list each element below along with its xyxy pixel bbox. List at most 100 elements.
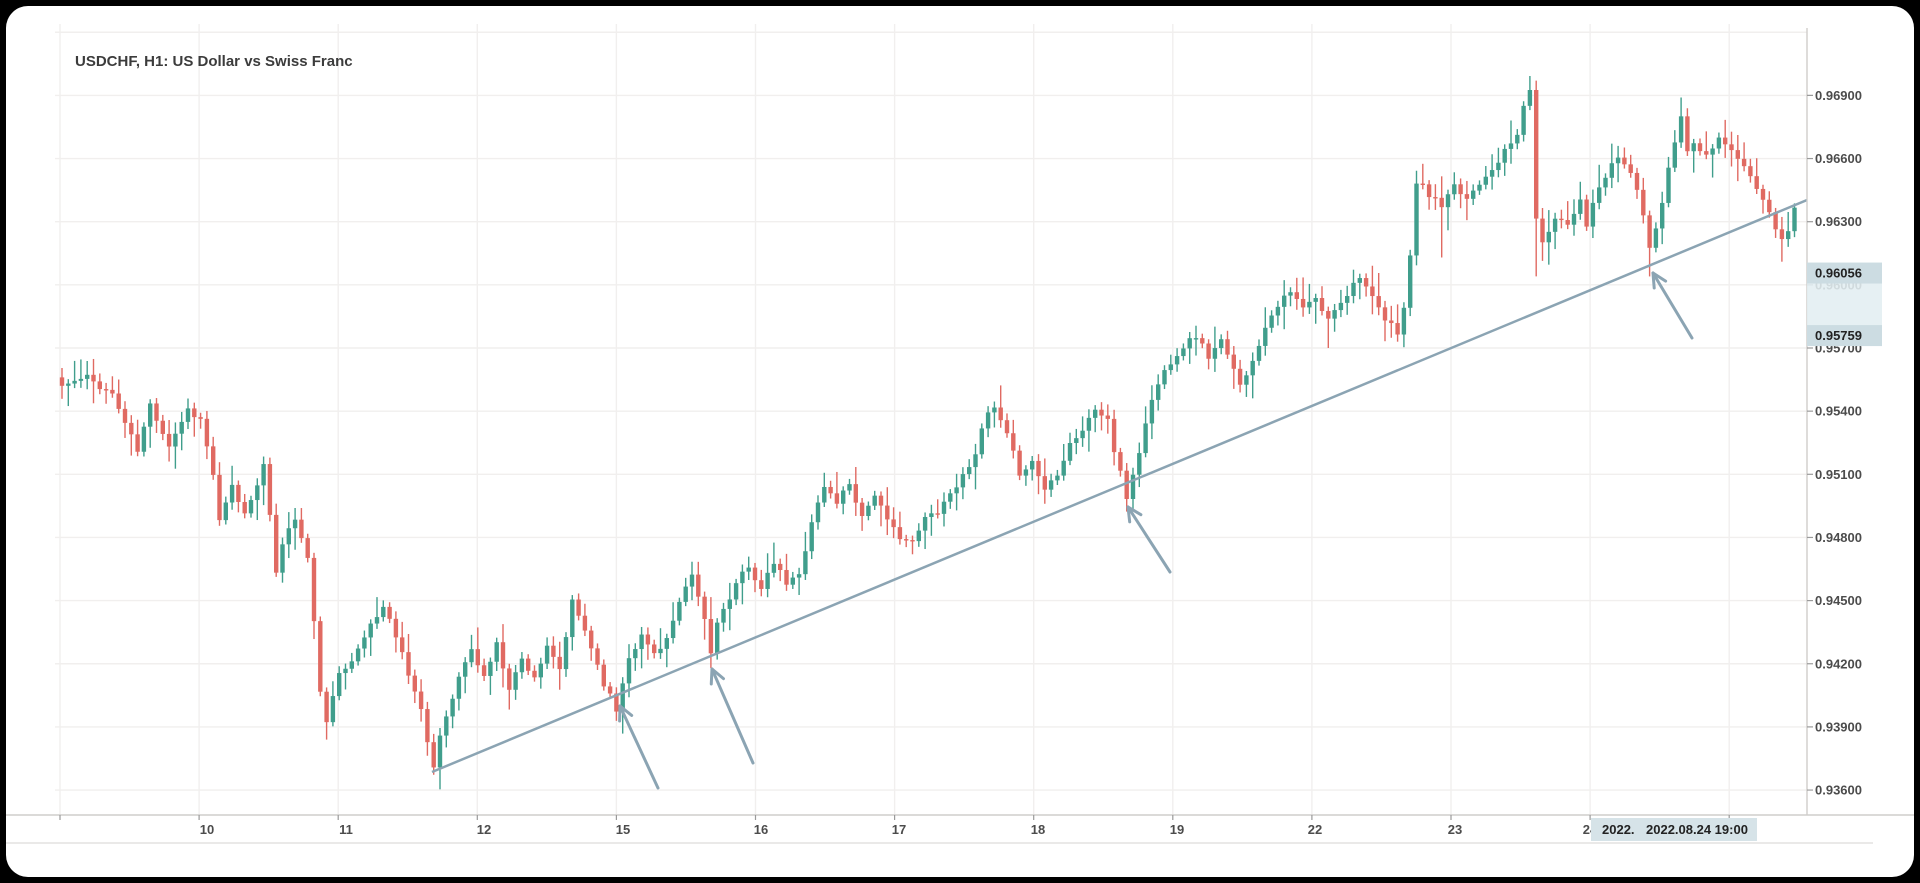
candle-body xyxy=(796,574,802,578)
candle-body xyxy=(1294,292,1299,299)
candle-body xyxy=(626,658,632,684)
candle-body xyxy=(878,495,884,506)
arrow-object[interactable] xyxy=(1651,271,1694,340)
candle-body xyxy=(1597,187,1602,203)
candle-body xyxy=(891,519,896,528)
candle-body xyxy=(1414,183,1419,256)
candle-body xyxy=(463,662,468,677)
candle-body xyxy=(1376,296,1381,308)
time-tick-label: 23 xyxy=(1448,822,1462,837)
candle-body xyxy=(1023,469,1029,476)
arrow-object[interactable] xyxy=(618,704,660,790)
price-highlight-label: 0.95759 xyxy=(1815,328,1862,343)
candle-body xyxy=(960,474,966,488)
candle-body xyxy=(1754,176,1759,189)
candle-body xyxy=(299,519,304,539)
candle-body xyxy=(633,649,638,659)
time-tick-label: 19 xyxy=(1170,822,1184,837)
candle-body xyxy=(160,420,165,434)
candle-body xyxy=(822,486,827,503)
candle-body xyxy=(1124,470,1129,499)
candle-body xyxy=(1433,197,1438,199)
candle-body xyxy=(929,513,934,517)
time-tick-label: 10 xyxy=(200,822,214,837)
candle-body xyxy=(1162,370,1167,385)
arrow-object[interactable] xyxy=(709,667,755,765)
candle-body xyxy=(1382,307,1388,321)
candle-body xyxy=(72,380,77,384)
candle-body xyxy=(828,486,833,494)
candle-body xyxy=(614,693,619,712)
candle-body xyxy=(1174,356,1180,365)
price-tick-label: 0.96300 xyxy=(1815,214,1862,229)
price-highlight-box xyxy=(1807,262,1882,284)
candle-body xyxy=(217,474,222,521)
candle-body xyxy=(841,490,846,504)
candle-body xyxy=(444,716,449,736)
drawing-objects-layer[interactable] xyxy=(431,198,1807,790)
candle-body xyxy=(1489,170,1495,177)
candle-body xyxy=(1093,409,1098,418)
candle-body xyxy=(771,563,777,573)
candle-body xyxy=(1061,460,1066,476)
candle-body xyxy=(129,422,134,435)
candle-body xyxy=(381,606,386,618)
candle-body xyxy=(248,500,254,514)
candle-body xyxy=(97,381,102,390)
arrow-object[interactable] xyxy=(1126,505,1172,574)
chart-title: USDCHF, H1: US Dollar vs Swiss Franc xyxy=(75,53,353,70)
candle-body xyxy=(815,502,821,523)
candle-body xyxy=(211,446,216,475)
candle-body xyxy=(727,599,732,609)
candle-body xyxy=(1313,298,1318,302)
candle-body xyxy=(1326,310,1331,319)
candle-body xyxy=(1345,296,1350,303)
price-tick-label: 0.93600 xyxy=(1815,783,1862,798)
candle-body xyxy=(255,485,260,501)
candle-body xyxy=(708,618,714,654)
candle-body xyxy=(425,709,430,743)
candle-body xyxy=(652,644,657,654)
candle-body xyxy=(1099,409,1104,416)
chart-canvas[interactable]: 0.969000.966000.963000.960000.957000.954… xyxy=(6,6,1914,877)
candle-body xyxy=(582,615,588,631)
candle-body xyxy=(979,428,984,455)
candle-body xyxy=(475,649,480,666)
candle-body xyxy=(192,408,197,418)
candle-body xyxy=(1067,443,1073,461)
candle-body xyxy=(601,664,606,687)
candle-body xyxy=(362,637,367,649)
candle-body xyxy=(589,630,594,649)
candle-body xyxy=(1584,199,1589,227)
candle-body xyxy=(1741,158,1747,167)
candle-body xyxy=(1263,327,1268,346)
candle-body xyxy=(916,530,921,542)
candle-body xyxy=(431,742,436,768)
trendline-object[interactable] xyxy=(431,198,1807,774)
candle-body xyxy=(185,408,191,422)
candle-body xyxy=(1697,143,1703,152)
chart-panel[interactable]: 0.969000.966000.963000.960000.957000.954… xyxy=(6,6,1914,877)
candle-body xyxy=(507,668,512,690)
candle-body xyxy=(481,665,487,676)
candle-body xyxy=(1118,452,1123,471)
candle-body xyxy=(1571,213,1577,225)
time-tick-label: 17 xyxy=(892,822,906,837)
candle-body xyxy=(456,676,462,699)
axes-layer[interactable]: 0.969000.966000.963000.960000.957000.954… xyxy=(6,28,1914,844)
candle-body xyxy=(500,642,506,669)
candle-body xyxy=(1156,384,1161,400)
candle-body xyxy=(1527,90,1533,106)
candle-body xyxy=(1515,134,1520,144)
candle-body xyxy=(1105,415,1110,419)
candle-body xyxy=(1363,278,1369,287)
candle-body xyxy=(1370,286,1375,297)
candle-body xyxy=(1471,190,1476,199)
candle-body xyxy=(954,487,959,494)
price-tick-label: 0.94200 xyxy=(1815,656,1862,671)
candle-body xyxy=(922,516,928,531)
candle-body xyxy=(1351,282,1356,297)
candle-body xyxy=(437,735,443,768)
candle-body xyxy=(967,467,972,475)
candle-body xyxy=(1244,375,1249,385)
